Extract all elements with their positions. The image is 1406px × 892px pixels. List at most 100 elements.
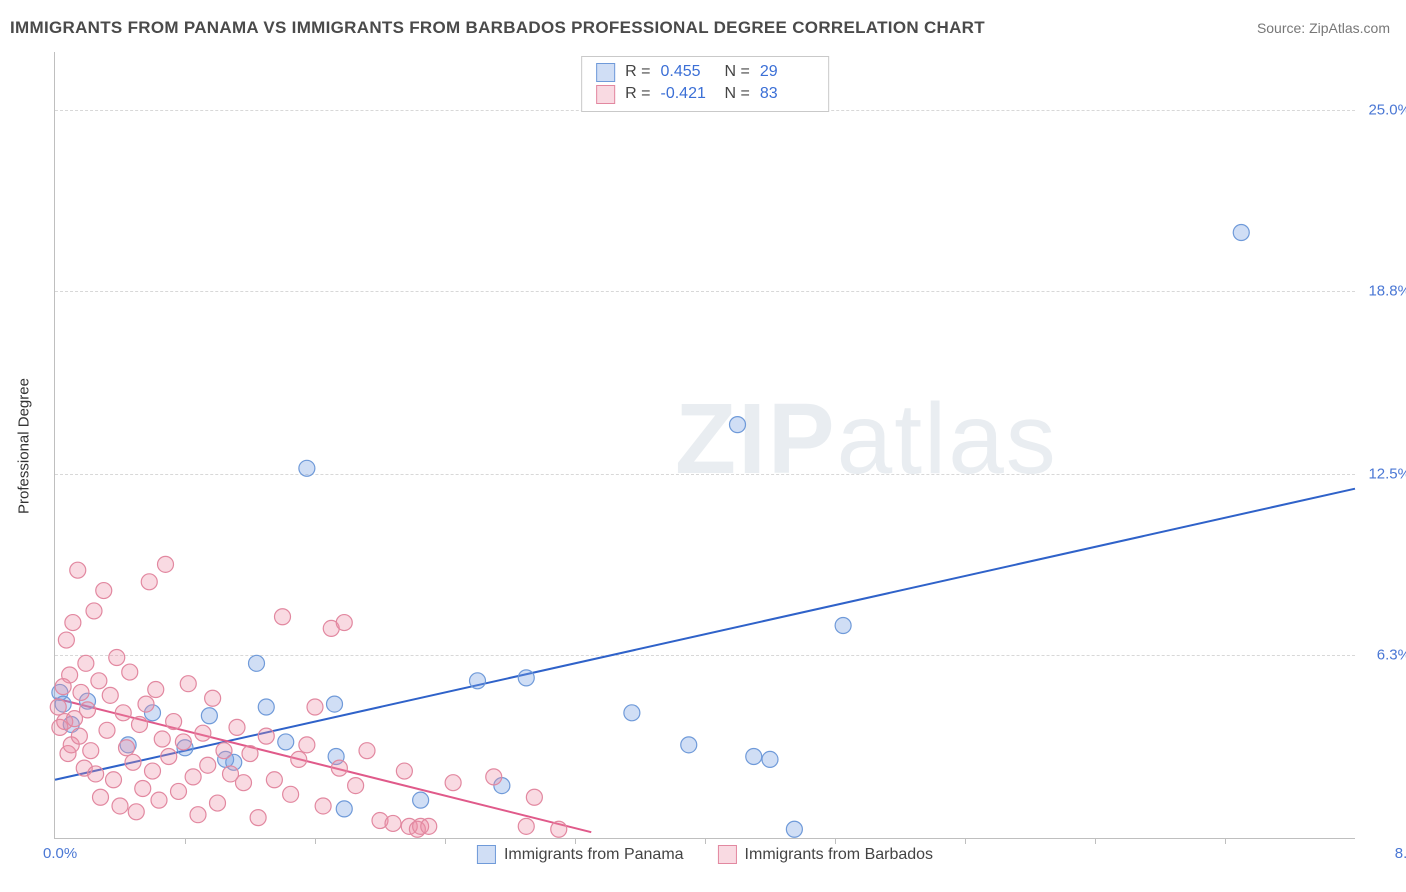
point-barbados bbox=[70, 562, 86, 578]
n-value-barbados: 83 bbox=[760, 83, 814, 105]
point-panama bbox=[327, 696, 343, 712]
n-label: N = bbox=[725, 83, 750, 105]
x-tick bbox=[315, 838, 316, 844]
point-panama bbox=[249, 655, 265, 671]
legend-swatch-panama bbox=[477, 845, 496, 864]
stats-row-panama: R =0.455N =29 bbox=[596, 61, 814, 83]
point-barbados bbox=[50, 699, 66, 715]
point-barbados bbox=[331, 760, 347, 776]
point-barbados bbox=[348, 778, 364, 794]
point-barbados bbox=[109, 650, 125, 666]
point-barbados bbox=[236, 775, 252, 791]
point-barbados bbox=[80, 702, 96, 718]
x-tick bbox=[185, 838, 186, 844]
point-barbados bbox=[185, 769, 201, 785]
point-barbados bbox=[128, 804, 144, 820]
legend-swatch-barbados bbox=[718, 845, 737, 864]
point-barbados bbox=[73, 684, 89, 700]
point-barbados bbox=[396, 763, 412, 779]
point-barbados bbox=[250, 810, 266, 826]
point-barbados bbox=[151, 792, 167, 808]
r-label: R = bbox=[625, 61, 650, 83]
y-tick-label: 18.8% bbox=[1361, 282, 1406, 299]
point-barbados bbox=[180, 676, 196, 692]
n-label: N = bbox=[725, 61, 750, 83]
point-barbados bbox=[122, 664, 138, 680]
point-barbados bbox=[526, 789, 542, 805]
legend-label-panama: Immigrants from Panama bbox=[504, 846, 684, 864]
point-barbados bbox=[195, 725, 211, 741]
r-value-barbados: -0.421 bbox=[661, 83, 715, 105]
point-barbados bbox=[125, 754, 141, 770]
point-panama bbox=[201, 708, 217, 724]
point-barbados bbox=[115, 705, 131, 721]
point-panama bbox=[730, 417, 746, 433]
point-barbados bbox=[307, 699, 323, 715]
point-barbados bbox=[551, 821, 567, 837]
trend-line-panama bbox=[55, 489, 1355, 780]
bottom-legend: Immigrants from Panama Immigrants from Ba… bbox=[477, 845, 933, 864]
source-label: Source: ZipAtlas.com bbox=[1257, 20, 1390, 36]
point-barbados bbox=[266, 772, 282, 788]
point-panama bbox=[624, 705, 640, 721]
x-tick bbox=[705, 838, 706, 844]
point-barbados bbox=[132, 716, 148, 732]
point-barbados bbox=[421, 818, 437, 834]
point-barbados bbox=[385, 815, 401, 831]
y-tick-label: 25.0% bbox=[1361, 102, 1406, 119]
point-barbados bbox=[65, 615, 81, 631]
point-panama bbox=[835, 617, 851, 633]
point-barbados bbox=[216, 743, 232, 759]
point-panama bbox=[762, 751, 778, 767]
x-origin-label: 0.0% bbox=[43, 845, 77, 862]
x-max-label: 8.0% bbox=[1369, 845, 1406, 862]
point-barbados bbox=[112, 798, 128, 814]
stats-box: R =0.455N =29R =-0.421N =83 bbox=[581, 56, 829, 112]
n-value-panama: 29 bbox=[760, 61, 814, 83]
point-barbados bbox=[145, 763, 161, 779]
point-barbados bbox=[283, 786, 299, 802]
point-panama bbox=[258, 699, 274, 715]
legend-label-barbados: Immigrants from Barbados bbox=[745, 846, 934, 864]
x-tick bbox=[575, 838, 576, 844]
point-barbados bbox=[88, 766, 104, 782]
point-barbados bbox=[148, 682, 164, 698]
point-barbados bbox=[200, 757, 216, 773]
swatch-barbados bbox=[596, 85, 615, 104]
point-barbados bbox=[210, 795, 226, 811]
point-panama bbox=[518, 670, 534, 686]
swatch-panama bbox=[596, 63, 615, 82]
y-tick-label: 6.3% bbox=[1361, 646, 1406, 663]
point-barbados bbox=[99, 722, 115, 738]
point-barbados bbox=[135, 781, 151, 797]
point-barbados bbox=[518, 818, 534, 834]
point-panama bbox=[278, 734, 294, 750]
y-axis-title: Professional Degree bbox=[16, 378, 33, 514]
y-tick-label: 12.5% bbox=[1361, 466, 1406, 483]
point-panama bbox=[746, 748, 762, 764]
point-panama bbox=[413, 792, 429, 808]
point-barbados bbox=[445, 775, 461, 791]
point-barbados bbox=[96, 583, 112, 599]
x-tick bbox=[835, 838, 836, 844]
point-barbados bbox=[258, 728, 274, 744]
point-barbados bbox=[359, 743, 375, 759]
point-barbados bbox=[71, 728, 87, 744]
point-barbados bbox=[102, 687, 118, 703]
point-barbados bbox=[62, 667, 78, 683]
point-barbados bbox=[83, 743, 99, 759]
point-panama bbox=[681, 737, 697, 753]
point-panama bbox=[786, 821, 802, 837]
x-tick bbox=[445, 838, 446, 844]
point-barbados bbox=[91, 673, 107, 689]
point-barbados bbox=[166, 714, 182, 730]
point-barbados bbox=[154, 731, 170, 747]
point-barbados bbox=[175, 734, 191, 750]
legend-item-barbados: Immigrants from Barbados bbox=[718, 845, 934, 864]
point-barbados bbox=[119, 740, 135, 756]
stats-row-barbados: R =-0.421N =83 bbox=[596, 83, 814, 105]
point-panama bbox=[299, 460, 315, 476]
x-tick bbox=[965, 838, 966, 844]
legend-item-panama: Immigrants from Panama bbox=[477, 845, 684, 864]
x-tick bbox=[1225, 838, 1226, 844]
